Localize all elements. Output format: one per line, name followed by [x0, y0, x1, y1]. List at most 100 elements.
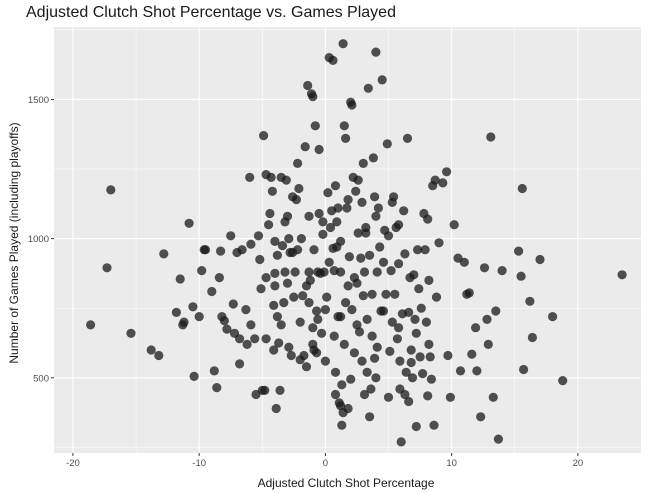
data-point — [362, 314, 372, 324]
data-point — [214, 273, 224, 283]
data-point — [295, 317, 305, 327]
data-point — [291, 195, 301, 205]
data-point — [361, 222, 371, 233]
data-point — [410, 314, 420, 324]
data-point — [476, 412, 486, 422]
data-point — [264, 220, 274, 230]
data-point — [381, 289, 391, 299]
data-point — [464, 288, 474, 298]
data-point — [479, 263, 490, 273]
data-point — [399, 206, 409, 216]
data-point — [312, 348, 322, 358]
data-point — [271, 403, 281, 414]
data-point — [371, 211, 381, 221]
data-point — [519, 364, 529, 375]
data-point — [359, 267, 370, 277]
data-point — [319, 267, 329, 277]
data-point — [245, 172, 255, 182]
data-point — [426, 374, 436, 384]
data-point — [378, 257, 389, 267]
data-point — [401, 367, 411, 377]
data-point — [363, 83, 373, 93]
data-point — [343, 281, 353, 291]
data-point — [309, 245, 319, 255]
data-point — [371, 373, 381, 383]
data-point — [482, 314, 492, 324]
data-point — [449, 220, 459, 230]
data-point — [372, 342, 382, 352]
data-point — [282, 278, 293, 288]
data-point — [207, 286, 217, 297]
data-point — [338, 39, 348, 49]
data-point — [336, 267, 346, 277]
data-point — [175, 274, 185, 284]
data-point — [394, 220, 404, 230]
data-point — [276, 172, 286, 182]
data-point — [304, 211, 314, 221]
data-point — [373, 203, 383, 213]
data-point — [274, 338, 284, 348]
data-point — [359, 389, 370, 400]
data-point — [269, 345, 279, 355]
data-point — [341, 133, 351, 143]
data-point — [325, 222, 336, 233]
data-point — [310, 121, 320, 131]
data-point — [272, 250, 282, 260]
data-point — [406, 357, 416, 368]
y-axis-ticks: 500 1000 1500 — [28, 95, 54, 384]
data-point — [390, 289, 400, 299]
data-point — [442, 167, 452, 177]
data-point — [259, 131, 269, 141]
data-point — [171, 307, 181, 317]
data-point — [330, 367, 341, 377]
data-point — [228, 299, 238, 309]
data-point — [289, 292, 299, 302]
data-point — [400, 249, 410, 259]
data-point — [318, 229, 328, 239]
data-point — [375, 242, 385, 252]
data-point — [415, 352, 425, 362]
data-point — [365, 250, 375, 260]
data-point — [106, 185, 116, 195]
data-point — [402, 133, 413, 143]
data-point — [377, 75, 387, 85]
data-point — [293, 158, 303, 168]
data-point — [146, 345, 156, 355]
data-point — [395, 356, 405, 366]
data-point — [286, 350, 296, 361]
data-point — [535, 254, 545, 265]
data-point — [212, 383, 222, 393]
data-point — [414, 284, 424, 294]
data-point — [438, 178, 448, 188]
data-point — [459, 257, 469, 267]
data-point — [320, 305, 330, 315]
data-point — [357, 197, 367, 207]
plot-panel — [54, 27, 641, 453]
data-point — [404, 396, 414, 407]
data-point — [86, 320, 96, 330]
data-point — [188, 302, 198, 312]
data-point — [219, 316, 229, 326]
data-point — [308, 323, 318, 333]
data-point — [330, 181, 341, 191]
data-point — [337, 380, 347, 390]
data-point — [276, 320, 286, 330]
data-point — [246, 320, 256, 330]
data-point — [356, 253, 366, 263]
data-point — [304, 267, 314, 277]
data-point — [425, 352, 435, 362]
data-point — [367, 331, 377, 341]
data-point — [396, 437, 406, 447]
data-point — [126, 328, 136, 338]
data-point — [270, 268, 280, 278]
y-tick-label: 500 — [33, 373, 49, 384]
data-point — [351, 186, 361, 196]
data-point — [347, 305, 357, 315]
data-point — [378, 306, 389, 316]
data-point — [347, 100, 357, 110]
x-tick-label: 20 — [573, 458, 584, 469]
data-point — [467, 349, 477, 359]
x-tick-label: 0 — [323, 458, 328, 469]
data-point — [336, 312, 346, 322]
data-point — [294, 183, 304, 194]
